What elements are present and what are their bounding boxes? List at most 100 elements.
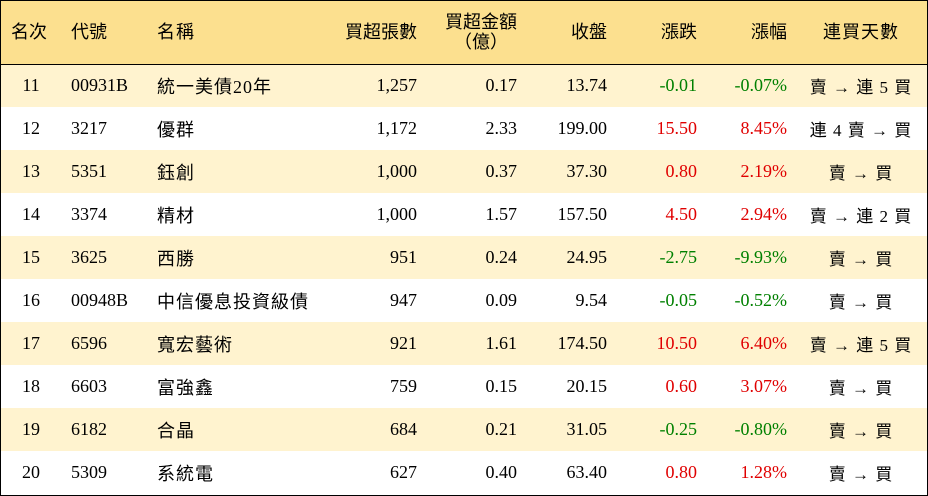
close-cell: 24.95 [566, 247, 608, 267]
net-amount-cell: 2.33 [485, 118, 518, 138]
header-net-amount: 買超金額 （億） [425, 1, 525, 65]
change-pct-cell: 6.40% [740, 333, 788, 353]
net-shares-cell: 1,257 [376, 75, 418, 96]
code-cell: 6603 [71, 376, 107, 396]
table-row: 18 6603 富強鑫 759 0.15 20.15 0.60 3.07% 賣 … [1, 365, 927, 408]
net-shares-cell: 921 [390, 333, 417, 353]
consecutive-days-cell: 連 4 賣 → 買 [809, 121, 913, 140]
change-pct-cell: 2.94% [740, 204, 788, 224]
header-net-amount-line1: 買超金額 [445, 12, 517, 33]
code-cell: 6596 [71, 333, 107, 353]
consecutive-days-cell: 賣 → 連 5 買 [809, 78, 913, 98]
name-cell: 優群 [157, 119, 195, 140]
close-cell: 37.30 [566, 161, 608, 181]
rank-cell: 20 [22, 462, 40, 482]
net-amount-cell: 0.40 [485, 462, 518, 482]
change-cell: 4.50 [665, 204, 698, 224]
rank-cell: 13 [22, 161, 40, 181]
rank-cell: 19 [22, 419, 40, 439]
table-row: 13 5351 鈺創 1,000 0.37 37.30 0.80 2.19% 賣… [1, 150, 927, 193]
rank-cell: 11 [22, 75, 40, 96]
table-row: 16 00948B 中信優息投資級債 947 0.09 9.54 -0.05 -… [1, 279, 927, 322]
header-change: 漲跌 [615, 1, 705, 65]
change-pct-cell: 2.19% [740, 161, 788, 181]
net-shares-cell: 1,172 [376, 118, 418, 138]
change-cell: -0.01 [659, 75, 698, 96]
code-cell: 00948B [71, 290, 129, 310]
code-cell: 5351 [71, 161, 107, 181]
consecutive-days-cell: 賣 → 買 [828, 250, 894, 269]
change-cell: -2.75 [659, 247, 698, 267]
consecutive-days-cell: 賣 → 買 [828, 422, 894, 441]
header-close: 收盤 [525, 1, 615, 65]
table-row: 20 5309 系統電 627 0.40 63.40 0.80 1.28% 賣 … [1, 451, 927, 494]
net-shares-cell: 947 [390, 290, 417, 310]
name-cell: 寬宏藝術 [157, 334, 233, 355]
change-pct-cell: -9.93% [734, 247, 788, 267]
header-name: 名稱 [145, 1, 331, 65]
net-amount-cell: 0.24 [485, 247, 518, 267]
net-amount-cell: 0.17 [485, 75, 518, 96]
header-code: 代號 [61, 1, 145, 65]
name-cell: 統一美債20年 [157, 76, 272, 97]
change-cell: 10.50 [656, 333, 698, 353]
rank-cell: 12 [22, 118, 40, 138]
close-cell: 13.74 [566, 75, 608, 96]
change-pct-cell: 8.45% [740, 118, 788, 138]
change-cell: 0.80 [665, 161, 698, 181]
change-pct-cell: 3.07% [740, 376, 788, 396]
close-cell: 199.00 [557, 118, 608, 138]
header-net-amount-line2: （億） [454, 32, 508, 53]
net-amount-cell: 0.15 [485, 376, 518, 396]
name-cell: 系統電 [157, 463, 214, 484]
consecutive-days-cell: 賣 → 連 5 買 [809, 336, 913, 355]
change-cell: 0.80 [665, 462, 698, 482]
table-row: 15 3625 西勝 951 0.24 24.95 -2.75 -9.93% 賣… [1, 236, 927, 279]
name-cell: 精材 [157, 205, 195, 226]
net-amount-cell: 1.57 [485, 204, 518, 224]
consecutive-days-cell: 賣 → 連 2 買 [809, 207, 913, 226]
table-row: 12 3217 優群 1,172 2.33 199.00 15.50 8.45%… [1, 107, 927, 150]
net-amount-cell: 0.09 [485, 290, 518, 310]
code-cell: 6182 [71, 419, 107, 439]
consecutive-days-cell: 賣 → 買 [828, 293, 894, 312]
consecutive-days-cell: 賣 → 買 [828, 379, 894, 398]
change-cell: -0.25 [659, 419, 698, 439]
close-cell: 157.50 [557, 204, 608, 224]
close-cell: 174.50 [557, 333, 608, 353]
rank-cell: 18 [22, 376, 40, 396]
net-shares-cell: 1,000 [376, 161, 418, 181]
code-cell: 5309 [71, 462, 107, 482]
rank-cell: 15 [22, 247, 40, 267]
net-amount-cell: 0.37 [485, 161, 518, 181]
code-cell: 00931B [71, 75, 129, 96]
net-shares-cell: 627 [390, 462, 417, 482]
code-cell: 3625 [71, 247, 107, 267]
net-shares-cell: 684 [390, 419, 417, 439]
close-cell: 31.05 [566, 419, 608, 439]
rank-cell: 17 [22, 333, 40, 353]
table-header-row: 名次 代號 名稱 買超張數 買超金額 （億） 收盤 漲跌 漲幅 連買天數 [1, 1, 927, 65]
name-cell: 西勝 [157, 248, 195, 269]
net-shares-cell: 759 [390, 376, 417, 396]
header-consecutive-days: 連買天數 [795, 1, 927, 65]
table-row: 17 6596 寬宏藝術 921 1.61 174.50 10.50 6.40%… [1, 322, 927, 365]
name-cell: 合晶 [157, 420, 195, 441]
net-shares-cell: 1,000 [376, 204, 418, 224]
close-cell: 63.40 [566, 462, 608, 482]
rank-cell: 14 [22, 204, 40, 224]
name-cell: 富強鑫 [157, 377, 214, 398]
code-cell: 3217 [71, 118, 107, 138]
close-cell: 20.15 [566, 376, 608, 396]
net-shares-cell: 951 [390, 247, 417, 267]
close-cell: 9.54 [575, 290, 608, 310]
net-amount-cell: 1.61 [485, 333, 518, 353]
header-change-pct: 漲幅 [705, 1, 795, 65]
table-row: 19 6182 合晶 684 0.21 31.05 -0.25 -0.80% 賣… [1, 408, 927, 451]
change-cell: 15.50 [656, 118, 698, 138]
change-pct-cell: -0.07% [734, 75, 788, 96]
rank-cell: 16 [22, 290, 40, 310]
change-pct-cell: 1.28% [740, 462, 788, 482]
